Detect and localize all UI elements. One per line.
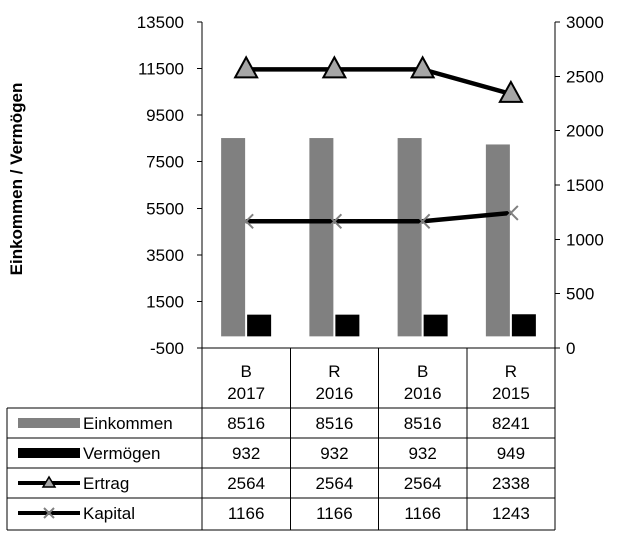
- table-cell-einkommen-0: 8516: [227, 414, 265, 433]
- y-left-tick-label: 3500: [146, 246, 184, 265]
- y-left-tick-label: -500: [150, 339, 184, 358]
- marker-kapital-1: [326, 213, 343, 230]
- bar-einkommen-0: [221, 138, 246, 337]
- table-cell-einkommen-2: 8516: [404, 414, 442, 433]
- legend-label-vermögen: Vermögen: [83, 444, 161, 463]
- table-cell-ertrag-1: 2564: [315, 474, 353, 493]
- y-right-tick-label: 3000: [566, 13, 604, 32]
- legend-label-einkommen: Einkommen: [83, 414, 173, 433]
- bar-vermögen-2: [423, 314, 448, 337]
- y-axis-title: Einkommen / Vermögen: [7, 83, 26, 276]
- marker-ertrag-2: [409, 55, 436, 79]
- data-table: B 2017 R 2016 B 2016 R 2015 Einkommen 8516 8516 851…: [6, 348, 556, 531]
- bars-layer: [221, 138, 536, 337]
- marker-kapital-2: [414, 213, 431, 230]
- y-right-tick-label: 500: [566, 285, 594, 304]
- x-tick-label-0-year: 2017: [227, 384, 265, 403]
- y-right-tick-label: 2500: [566, 67, 604, 86]
- x-tick-label-2: B: [417, 362, 428, 381]
- legend-key-vermögen: [18, 448, 80, 458]
- legend-marker-kapital: [43, 507, 55, 519]
- bar-vermögen-0: [247, 314, 272, 337]
- table-cell-vermögen-0: 932: [232, 444, 260, 463]
- y-right-tick-label: 1500: [566, 176, 604, 195]
- legend-label-kapital: Kapital: [83, 504, 135, 523]
- table-cell-kapital-1: 1166: [316, 504, 353, 523]
- x-tick-label-3: R: [505, 362, 517, 381]
- legend-marker-ertrag: [41, 475, 57, 488]
- y-left-tick-label: 5500: [146, 199, 184, 218]
- table-cell-ertrag-0: 2564: [227, 474, 265, 493]
- y-left-tick-label: 11500: [138, 60, 184, 79]
- bar-einkommen-2: [397, 138, 422, 337]
- axes-layer: 13500 11500 9500 7500 5500 3500 1500 -500 3000 25…: [137, 13, 604, 358]
- y-right-tick-label: 2000: [566, 122, 604, 141]
- x-tick-label-1: R: [328, 362, 340, 381]
- marker-kapital-3: [503, 205, 519, 221]
- table-cell-kapital-2: 1166: [404, 504, 441, 523]
- marker-kapital-0: [238, 213, 254, 230]
- table-cell-ertrag-2: 2564: [404, 474, 442, 493]
- marker-ertrag-0: [233, 55, 259, 79]
- marker-ertrag-3: [498, 79, 524, 103]
- table-cell-vermögen-3: 949: [497, 444, 525, 463]
- y-left-tick-label: 13500: [137, 13, 184, 32]
- bar-einkommen-3: [485, 144, 510, 337]
- table-cell-kapital-0: 1166: [228, 504, 265, 523]
- x-tick-label-1-year: 2016: [315, 384, 353, 403]
- table-cell-ertrag-3: 2338: [492, 474, 530, 493]
- y-left-tick-label: 9500: [146, 106, 184, 125]
- marker-ertrag-1: [321, 55, 348, 79]
- bar-vermögen-3: [511, 314, 536, 337]
- table-cell-vermögen-2: 932: [408, 444, 436, 463]
- legend-label-ertrag: Ertrag: [83, 474, 129, 493]
- table-cell-vermögen-1: 932: [320, 444, 348, 463]
- y-right-tick-label: 1000: [566, 230, 604, 249]
- lines-layer: [233, 55, 524, 230]
- y-left-tick-label: 1500: [146, 292, 184, 311]
- x-tick-label-3-year: 2015: [492, 384, 530, 403]
- table-cell-einkommen-1: 8516: [315, 414, 353, 433]
- y-left-tick-label: 7500: [146, 153, 184, 172]
- line-kapital: [246, 210, 512, 224]
- bar-einkommen-1: [309, 138, 334, 337]
- line-ertrag: [246, 67, 512, 97]
- y-right-tick-label: 0: [566, 339, 575, 358]
- table-cell-einkommen-3: 8241: [492, 414, 530, 433]
- bar-vermögen-1: [335, 314, 360, 337]
- x-tick-label-0: B: [240, 362, 251, 381]
- table-cell-kapital-3: 1243: [492, 504, 530, 523]
- legend-key-einkommen: [18, 418, 80, 428]
- x-tick-label-2-year: 2016: [404, 384, 442, 403]
